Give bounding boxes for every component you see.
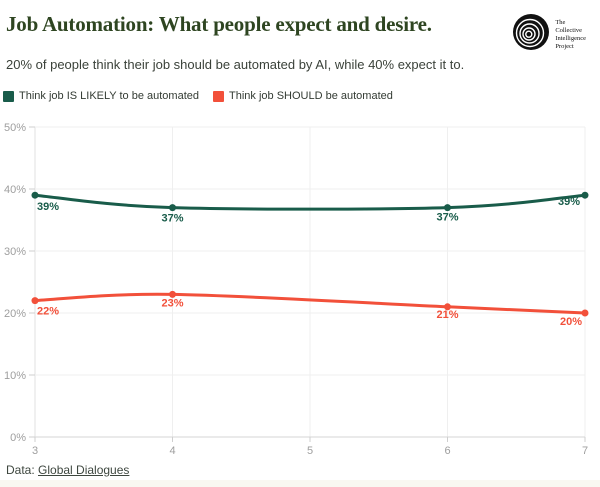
bottom-strip: [0, 480, 600, 487]
x-tick-label: 7: [582, 445, 588, 457]
data-point: [444, 303, 451, 311]
data-source-prefix: Data:: [6, 463, 39, 477]
line-chart: 0% 10% 20% 30% 40% 50% 3 4 5 6 7 39% 37% 37% 39% 22% 23%…: [0, 112, 600, 460]
data-point: [169, 290, 176, 298]
legend-label: Think job IS LIKELY to be automated: [19, 90, 199, 102]
logo-line: Collective: [555, 26, 583, 34]
data-point: [31, 297, 39, 305]
y-tick-label: 10%: [4, 370, 26, 382]
series-line-1: [33, 292, 587, 315]
data-point: [444, 204, 451, 212]
data-point: [169, 204, 176, 212]
data-point: [31, 191, 39, 199]
data-point: [581, 309, 589, 317]
data-point: [581, 191, 589, 199]
page-title: Job Automation: What people expect and d…: [6, 12, 432, 36]
y-tick-label: 30%: [4, 246, 26, 258]
legend-item-should: Think job SHOULD be automated: [213, 90, 393, 102]
y-tick-label: 20%: [4, 308, 26, 320]
x-tick-label: 3: [32, 445, 38, 457]
logo-line: Project: [555, 42, 574, 50]
data-point-label: 37%: [161, 213, 183, 225]
series-line-0: [33, 193, 587, 211]
data-point-label: 20%: [560, 316, 582, 328]
y-tick-label: 0%: [10, 432, 26, 444]
x-tick-label: 5: [307, 445, 313, 457]
org-logo: The Collective Intelligence Project: [512, 13, 586, 56]
x-tick-label: 4: [169, 445, 175, 457]
legend-label: Think job SHOULD be automated: [229, 90, 393, 102]
collective-intelligence-logo-icon: [512, 13, 550, 56]
y-tick-label: 50%: [4, 122, 26, 134]
legend-swatch-likely: [3, 90, 14, 102]
y-tick-label: 40%: [4, 184, 26, 196]
chart-legend: Think job IS LIKELY to be automated Thin…: [3, 90, 393, 102]
data-point-label: 21%: [436, 309, 458, 321]
legend-swatch-should: [213, 90, 224, 102]
data-point-label: 39%: [37, 201, 59, 213]
org-logo-text: The Collective Intelligence Project: [555, 19, 586, 51]
legend-item-likely: Think job IS LIKELY to be automated: [3, 90, 199, 102]
x-tick-label: 6: [444, 445, 450, 457]
logo-line: Intelligence: [555, 34, 586, 42]
data-point-label: 39%: [558, 196, 580, 208]
line-chart-svg: 0% 10% 20% 30% 40% 50% 3 4 5 6 7 39% 37% 37% 39% 22% 23%…: [4, 122, 589, 457]
chart-subtitle: 20% of people think their job should be …: [6, 57, 465, 72]
data-point-label: 23%: [161, 297, 183, 309]
data-source: Data: Global Dialogues: [6, 463, 129, 477]
data-source-link[interactable]: Global Dialogues: [38, 463, 130, 477]
data-point-label: 22%: [37, 306, 59, 318]
data-point-label: 37%: [436, 212, 458, 224]
logo-line: The: [555, 18, 566, 26]
